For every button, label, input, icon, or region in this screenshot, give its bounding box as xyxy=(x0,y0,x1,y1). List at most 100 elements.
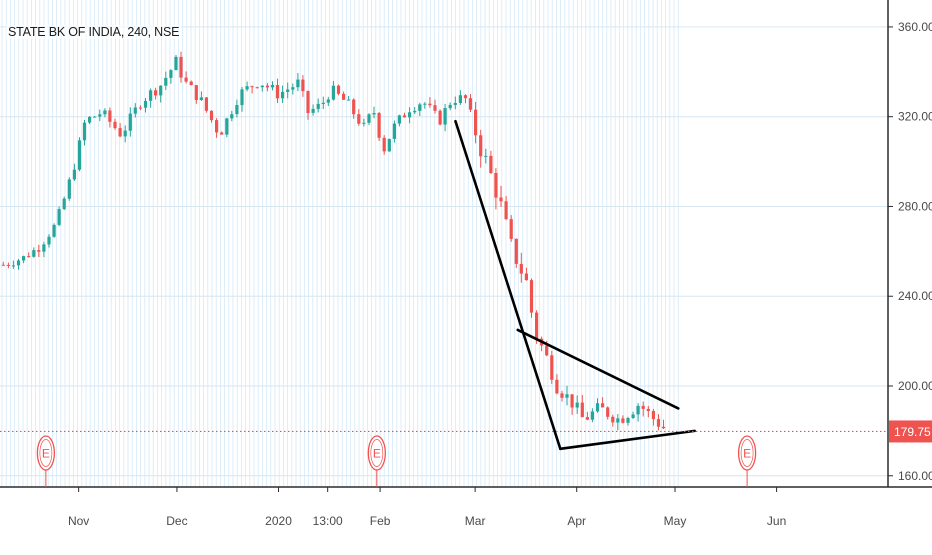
candle-body xyxy=(474,109,478,136)
earnings-marker-label: E xyxy=(743,447,751,461)
time-tick-label: Dec xyxy=(166,514,187,528)
candle-body xyxy=(98,114,102,117)
candle-body xyxy=(184,77,188,82)
earnings-marker-label: E xyxy=(42,447,50,461)
candle-body xyxy=(347,99,351,101)
candle-body xyxy=(656,419,661,427)
candle-body xyxy=(382,137,386,152)
candle-body xyxy=(108,110,112,122)
candle-body xyxy=(230,114,234,119)
candle-body xyxy=(661,426,666,429)
candle-body xyxy=(626,418,630,423)
candle-body xyxy=(88,116,92,123)
candle-body xyxy=(448,104,452,109)
candle-body xyxy=(255,87,259,89)
candle-body xyxy=(311,108,315,113)
candle-body xyxy=(519,263,523,274)
candle-body xyxy=(103,110,107,115)
time-tick-label: 13:00 xyxy=(313,514,343,528)
candle-body xyxy=(42,244,46,252)
price-tick-label: 200.00 xyxy=(898,379,932,393)
candle-body xyxy=(37,250,41,252)
candle-body xyxy=(387,138,391,152)
price-tick-label: 320.00 xyxy=(898,110,932,124)
candle-body xyxy=(428,103,432,106)
candle-body xyxy=(342,93,346,100)
candle-body xyxy=(550,355,554,380)
price-tick-label: 360.00 xyxy=(898,20,932,34)
candle-body xyxy=(453,103,457,105)
candle-body xyxy=(316,103,320,109)
time-tick-label: 2020 xyxy=(265,514,292,528)
candle-body xyxy=(504,201,508,220)
candle-body xyxy=(123,130,127,137)
candle-body xyxy=(204,97,208,111)
candle-body xyxy=(433,105,437,111)
earnings-marker-label: E xyxy=(373,447,381,461)
candle-body xyxy=(72,169,76,180)
candle-body xyxy=(154,90,158,96)
candle-body xyxy=(595,403,600,412)
candle-body xyxy=(286,89,290,92)
candle-body xyxy=(149,90,153,101)
candle-body xyxy=(402,115,407,118)
earnings-marker[interactable] xyxy=(36,435,56,471)
candle-body xyxy=(651,411,655,420)
candle-body xyxy=(458,95,462,103)
candle-body xyxy=(529,280,534,313)
candle-body xyxy=(326,99,330,103)
candle-body xyxy=(590,411,594,420)
candle-body xyxy=(646,408,650,411)
candle-body xyxy=(82,122,87,141)
earnings-marker[interactable] xyxy=(367,435,386,471)
candle-body xyxy=(514,238,518,264)
candle-body xyxy=(291,87,295,90)
candle-body xyxy=(397,115,401,124)
candle-body xyxy=(413,110,417,113)
candle-body xyxy=(138,107,142,109)
candle-body xyxy=(616,418,620,423)
candle-body xyxy=(27,256,31,258)
candle-body xyxy=(535,312,539,339)
candle-body xyxy=(621,418,625,423)
earnings-marker-inner xyxy=(370,439,384,467)
candle-body xyxy=(377,113,381,138)
trendline-drawing[interactable] xyxy=(559,429,696,451)
candle-body xyxy=(555,379,559,394)
earnings-marker-inner xyxy=(740,439,754,467)
candle-body xyxy=(169,70,173,78)
candle-body xyxy=(22,256,26,261)
candle-body xyxy=(524,273,528,281)
time-tick-label: Apr xyxy=(567,514,586,528)
time-tick-label: Mar xyxy=(465,514,486,528)
candle-body xyxy=(113,121,117,129)
candle-body xyxy=(392,123,396,139)
trendline-drawing[interactable] xyxy=(516,328,680,410)
candle-body xyxy=(265,85,269,88)
candle-body xyxy=(245,86,249,90)
candle-body xyxy=(275,85,280,99)
candle-body xyxy=(641,405,645,409)
candle-body xyxy=(32,250,36,257)
candle-body xyxy=(575,402,579,408)
candle-body xyxy=(250,86,254,88)
earnings-marker-inner xyxy=(39,439,53,467)
trendline-drawing[interactable] xyxy=(454,119,562,451)
candle-body xyxy=(372,113,376,115)
earnings-marker[interactable] xyxy=(737,435,757,471)
candle-body xyxy=(611,416,615,423)
time-tick-label: Feb xyxy=(370,514,391,528)
candle-body xyxy=(179,56,183,78)
candle-body xyxy=(133,107,137,114)
candle-body xyxy=(174,56,178,71)
candle-body xyxy=(189,81,193,85)
candle-body xyxy=(494,173,498,198)
candle-body xyxy=(509,219,513,239)
candle-body xyxy=(225,118,229,135)
candle-body xyxy=(209,110,214,121)
candle-body xyxy=(77,140,82,170)
candle-body xyxy=(301,79,305,92)
candle-body xyxy=(62,198,66,210)
